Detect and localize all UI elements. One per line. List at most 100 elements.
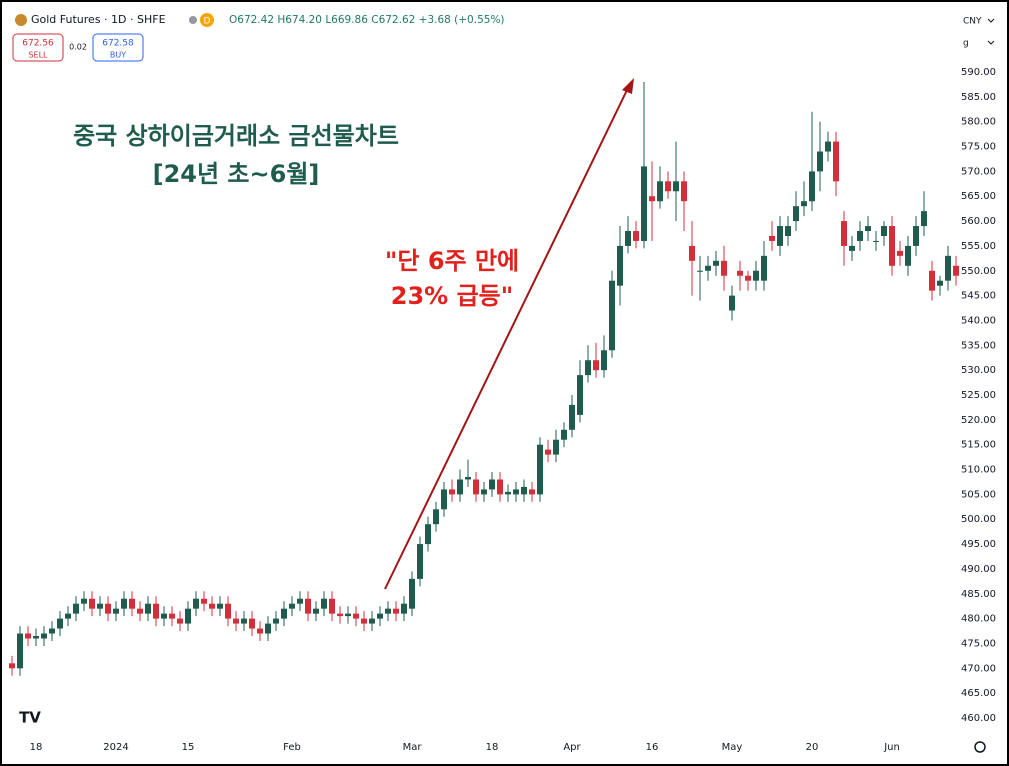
candle-body [937,280,943,286]
ohlc: O672.42 H674.20 L669.86 C672.62 +3.68 (+… [229,14,505,26]
currency[interactable]: CNY [963,17,982,27]
symbol[interactable]: Gold Futures · 1D · SHFE [31,13,166,26]
candle-body [473,479,479,495]
candle-body [521,486,527,495]
y-tick-label: 565.00 [961,191,996,202]
x-tick-label: 2024 [103,742,128,753]
candle-body [425,524,431,545]
candle-body [737,270,743,276]
candle-body [353,613,359,619]
candle-body [225,603,231,619]
candle-body [369,618,375,624]
candle-body [841,221,847,246]
candle-body [441,489,447,510]
candle-body [585,360,591,376]
x-tick-label: 15 [182,742,195,753]
buy-price: 672.58 [102,39,134,49]
y-tick-label: 570.00 [961,166,996,177]
y-tick-label: 580.00 [961,117,996,128]
y-tick-label: 510.00 [961,465,996,476]
candle-body [257,628,263,634]
y-tick-label: 500.00 [961,514,996,525]
candle-body [833,141,839,182]
candle-body [793,206,799,222]
candle-body [41,633,47,639]
candle-body [681,181,687,202]
delay-badge [200,13,214,27]
x-tick-label: Apr [563,742,581,753]
candle-body [89,598,95,609]
candle-body [577,375,583,415]
chart-title: 중국 상하이금거래소 금선물차트 [73,122,399,150]
y-tick-label: 465.00 [961,688,996,699]
candle-body [801,201,807,207]
candle-body [145,603,151,614]
y-tick-label: 490.00 [961,564,996,575]
candle-body [921,211,927,227]
candle-body [513,489,519,495]
candle-body [209,603,215,609]
candle-body [481,489,487,495]
delay: D [204,17,211,27]
unit[interactable]: g [963,39,969,49]
candle-body [809,171,815,202]
candle-body [329,598,335,614]
candle-body [273,618,279,624]
candle-body [641,166,647,241]
candle-body [281,608,287,619]
candle-body [617,245,623,286]
y-tick-label: 590.00 [961,67,996,78]
candle-body [945,255,951,281]
candle-body [825,141,831,152]
candle-body [729,295,735,311]
y-tick-label: 520.00 [961,415,996,426]
candle-body [345,613,351,617]
dropdown-icons [987,18,995,45]
y-tick-label: 460.00 [961,713,996,724]
candle-body [913,226,919,246]
sell-button[interactable] [12,33,64,62]
candle-body [457,479,463,495]
candle-body [529,489,535,495]
y-tick-label: 470.00 [961,663,996,674]
candle-body [897,250,903,256]
candle-body [649,196,655,202]
candle-body [673,181,679,192]
candle-body [201,598,207,604]
y-tick-label: 480.00 [961,614,996,625]
candle-body [505,491,511,495]
candle-body [849,245,855,251]
candle-body [49,628,55,634]
x-tick-label: Jun [883,742,900,753]
x-tick-label: Feb [283,742,301,753]
y-tick-label: 560.00 [961,216,996,227]
candle-body [745,275,751,281]
candle-body [497,479,503,495]
candle-body [721,260,727,276]
y-tick-label: 535.00 [961,340,996,351]
y-tick-label: 475.00 [961,638,996,649]
candle-body [889,226,895,266]
y-tick-label: 495.00 [961,539,996,550]
candle-body [289,603,295,609]
candle-body [609,280,615,351]
candle-body [665,181,671,192]
candle-body [713,260,719,266]
candle-body [753,270,759,281]
arrow-head [622,78,634,94]
candle-body [321,598,327,609]
settings-icon[interactable] [974,741,986,753]
candle-body [761,255,767,281]
candle-body [953,265,959,276]
candle-body [417,544,423,579]
candle-body [305,598,311,614]
candle-body [905,245,911,266]
sell-label: SELL [28,51,48,60]
candle-body [241,618,247,624]
candle-body [193,598,199,609]
buy-button[interactable] [92,33,144,62]
candle-body [601,350,607,371]
